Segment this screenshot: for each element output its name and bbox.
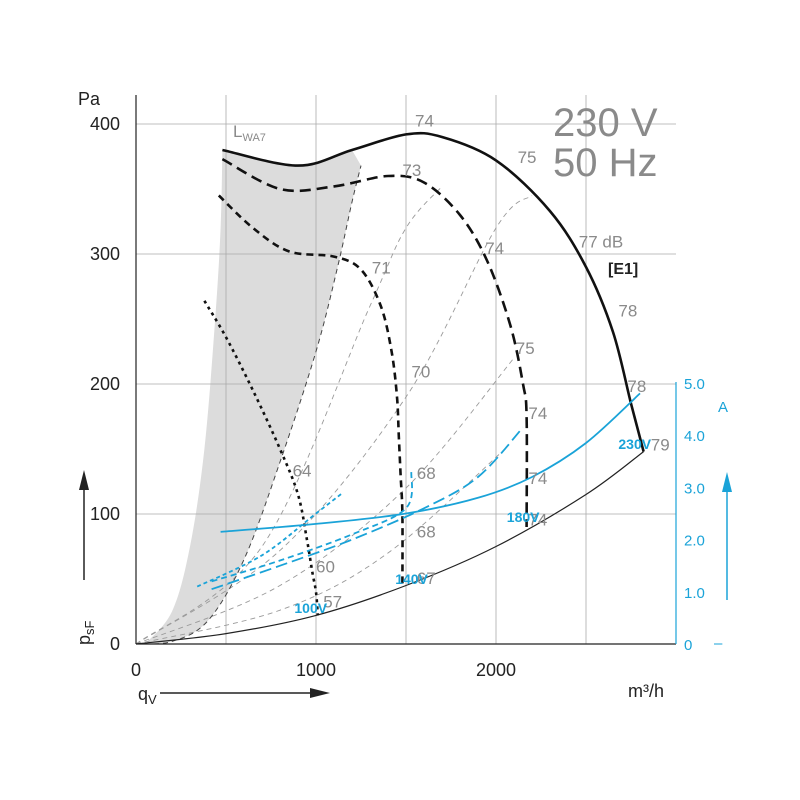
y-tick-label: 400 [90,114,120,134]
db-label: 75 [516,339,535,358]
db-label: 74 [528,469,547,488]
x-axis-label-main: q [138,684,148,704]
x-tick-label: 2000 [476,660,516,680]
pressure-curve-180V [221,157,529,528]
lwa-label: LWA7 [233,122,266,144]
x-axis-label-sub: V [148,692,157,707]
y-axis-label-main: p [74,635,94,645]
current-curve-140V [211,471,413,583]
db-label: 60 [316,558,335,577]
db-label: 74 [485,239,504,258]
stall-shaded-area [136,150,361,645]
db-label: 74 [528,511,547,530]
pressure-curve-140V [217,194,404,587]
current-tick-label: 4.0 [684,428,705,445]
axes-layer [79,95,732,698]
db-label: 74 [528,404,547,423]
db-label: 73 [402,161,421,180]
x-unit-label: m³/h [628,681,664,701]
y-axis-label: psF [74,620,97,645]
labels-layer: Pa m³/h psF qV 230 V 50 Hz [E1] LWA7 A –… [74,89,728,707]
y-tick-label: 0 [110,634,120,654]
lwa-label-sub: WA7 [242,132,265,144]
voltage-label: 100V [294,600,327,616]
current-arrow-head [722,472,732,492]
x-tick-label: 0 [131,660,141,680]
resistance-line [135,195,533,645]
current-dash-label: – [714,635,723,652]
current-curve-180V [211,426,524,591]
voltage-label: 230V [618,436,651,452]
curves-layer [135,131,645,645]
db-label: 78 [618,301,637,320]
stall-boundary-line [135,165,362,645]
x-axis-label: qV [138,684,157,707]
db-label: 77 dB [579,233,623,252]
db-label: 68 [417,522,436,541]
db-label: 67 [417,569,436,588]
db-label: 74 [415,112,434,131]
voltage-label: 140V [395,571,428,587]
voltage-label: 180V [507,509,540,525]
x-arrow-head [310,688,330,698]
y-tick-label: 200 [90,374,120,394]
pressure-curve-100V [203,300,320,616]
lwa-label-main: L [233,122,242,141]
resistance-line [135,448,506,645]
shaded-region-layer [136,150,361,645]
chart-subtitle: 50 Hz [553,141,658,185]
current-tick-label: 2.0 [684,533,705,550]
db-label: 64 [293,461,312,480]
system-curve [135,451,644,645]
current-tick-label: 5.0 [684,376,705,393]
current-tick-label: 3.0 [684,480,705,497]
db-label: 71 [372,259,391,278]
chart-title: 230 V [553,101,658,145]
current-curve-100V [196,491,344,588]
db-label: 78 [627,377,646,396]
curve-tag: [E1] [608,261,638,278]
db-label: 68 [417,464,436,483]
x-tick-label: 1000 [296,660,336,680]
y-tick-label: 300 [90,244,120,264]
y-arrow-head [79,470,89,490]
y-tick-label: 100 [90,504,120,524]
resistance-line [135,186,443,645]
y-unit-label: Pa [78,89,101,109]
db-label: 57 [323,593,342,612]
y-axis-label-sub: sF [82,620,97,635]
db-label: 75 [518,148,537,167]
current-unit-label: A [718,399,728,416]
db-label: 79 [651,435,670,454]
pressure-curve-230V [222,131,645,452]
current-tick-label: 0 [684,637,692,654]
db-label: 70 [411,363,430,382]
current-curve-230V [220,392,641,533]
current-tick-label: 1.0 [684,585,705,602]
